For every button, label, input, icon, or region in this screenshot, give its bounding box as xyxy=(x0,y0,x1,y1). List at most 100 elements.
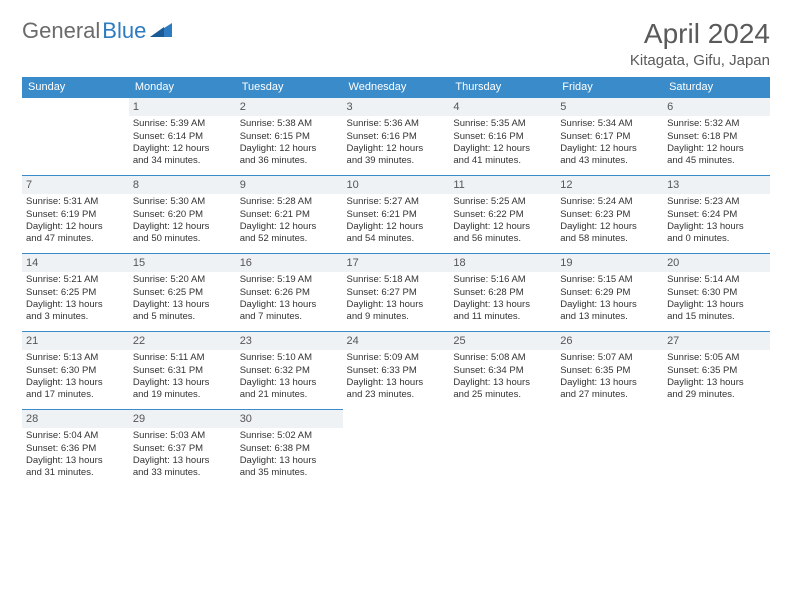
calendar-cell: 21Sunrise: 5:13 AMSunset: 6:30 PMDayligh… xyxy=(22,332,129,410)
day-number: 19 xyxy=(556,254,663,272)
sunrise-text: Sunrise: 5:14 AM xyxy=(667,274,766,286)
sunset-text: Sunset: 6:24 PM xyxy=(667,209,766,221)
sunrise-text: Sunrise: 5:20 AM xyxy=(133,274,232,286)
weekday-header: Thursday xyxy=(449,77,556,98)
weekday-header: Saturday xyxy=(663,77,770,98)
calendar-cell: 25Sunrise: 5:08 AMSunset: 6:34 PMDayligh… xyxy=(449,332,556,410)
calendar-page: GeneralBlue April 2024 Kitagata, Gifu, J… xyxy=(0,0,792,506)
calendar-body: 1Sunrise: 5:39 AMSunset: 6:14 PMDaylight… xyxy=(22,98,770,488)
daylight1-text: Daylight: 13 hours xyxy=(240,377,339,389)
daylight2-text: and 5 minutes. xyxy=(133,311,232,323)
daylight1-text: Daylight: 13 hours xyxy=(667,299,766,311)
calendar-row: 28Sunrise: 5:04 AMSunset: 6:36 PMDayligh… xyxy=(22,410,770,488)
calendar-cell: 13Sunrise: 5:23 AMSunset: 6:24 PMDayligh… xyxy=(663,176,770,254)
location-text: Kitagata, Gifu, Japan xyxy=(630,52,770,69)
weekday-header: Tuesday xyxy=(236,77,343,98)
calendar-cell: 16Sunrise: 5:19 AMSunset: 6:26 PMDayligh… xyxy=(236,254,343,332)
day-number: 5 xyxy=(556,98,663,116)
calendar-grid: Sunday Monday Tuesday Wednesday Thursday… xyxy=(22,77,770,488)
sunrise-text: Sunrise: 5:11 AM xyxy=(133,352,232,364)
sunrise-text: Sunrise: 5:23 AM xyxy=(667,196,766,208)
sunrise-text: Sunrise: 5:04 AM xyxy=(26,430,125,442)
weekday-header: Wednesday xyxy=(343,77,450,98)
sunrise-text: Sunrise: 5:39 AM xyxy=(133,118,232,130)
day-number: 1 xyxy=(129,98,236,116)
sunrise-text: Sunrise: 5:27 AM xyxy=(347,196,446,208)
sunset-text: Sunset: 6:23 PM xyxy=(560,209,659,221)
daylight1-text: Daylight: 12 hours xyxy=(26,221,125,233)
sunrise-text: Sunrise: 5:15 AM xyxy=(560,274,659,286)
daylight1-text: Daylight: 12 hours xyxy=(133,221,232,233)
sunset-text: Sunset: 6:16 PM xyxy=(453,131,552,143)
calendar-cell: 3Sunrise: 5:36 AMSunset: 6:16 PMDaylight… xyxy=(343,98,450,176)
brand-triangle-icon xyxy=(150,21,172,42)
daylight2-text: and 35 minutes. xyxy=(240,467,339,479)
sunrise-text: Sunrise: 5:34 AM xyxy=(560,118,659,130)
calendar-cell: 15Sunrise: 5:20 AMSunset: 6:25 PMDayligh… xyxy=(129,254,236,332)
sunset-text: Sunset: 6:27 PM xyxy=(347,287,446,299)
day-number: 17 xyxy=(343,254,450,272)
daylight1-text: Daylight: 12 hours xyxy=(560,143,659,155)
sunset-text: Sunset: 6:25 PM xyxy=(133,287,232,299)
calendar-cell xyxy=(663,410,770,488)
day-number: 21 xyxy=(22,332,129,350)
daylight1-text: Daylight: 13 hours xyxy=(347,299,446,311)
calendar-row: 7Sunrise: 5:31 AMSunset: 6:19 PMDaylight… xyxy=(22,176,770,254)
daylight1-text: Daylight: 13 hours xyxy=(347,377,446,389)
day-number: 30 xyxy=(236,410,343,428)
sunrise-text: Sunrise: 5:16 AM xyxy=(453,274,552,286)
brand-logo: GeneralBlue xyxy=(22,18,172,44)
sunset-text: Sunset: 6:31 PM xyxy=(133,365,232,377)
sunset-text: Sunset: 6:32 PM xyxy=(240,365,339,377)
sunset-text: Sunset: 6:38 PM xyxy=(240,443,339,455)
sunset-text: Sunset: 6:33 PM xyxy=(347,365,446,377)
day-number: 24 xyxy=(343,332,450,350)
daylight1-text: Daylight: 12 hours xyxy=(240,143,339,155)
day-number: 2 xyxy=(236,98,343,116)
calendar-cell: 20Sunrise: 5:14 AMSunset: 6:30 PMDayligh… xyxy=(663,254,770,332)
daylight1-text: Daylight: 13 hours xyxy=(667,221,766,233)
calendar-cell: 18Sunrise: 5:16 AMSunset: 6:28 PMDayligh… xyxy=(449,254,556,332)
calendar-cell: 10Sunrise: 5:27 AMSunset: 6:21 PMDayligh… xyxy=(343,176,450,254)
day-number: 8 xyxy=(129,176,236,194)
daylight1-text: Daylight: 12 hours xyxy=(240,221,339,233)
calendar-cell: 12Sunrise: 5:24 AMSunset: 6:23 PMDayligh… xyxy=(556,176,663,254)
daylight1-text: Daylight: 12 hours xyxy=(133,143,232,155)
sunrise-text: Sunrise: 5:30 AM xyxy=(133,196,232,208)
daylight2-text: and 54 minutes. xyxy=(347,233,446,245)
daylight1-text: Daylight: 13 hours xyxy=(667,377,766,389)
calendar-cell: 1Sunrise: 5:39 AMSunset: 6:14 PMDaylight… xyxy=(129,98,236,176)
day-number: 23 xyxy=(236,332,343,350)
daylight2-text: and 31 minutes. xyxy=(26,467,125,479)
month-title: April 2024 xyxy=(630,18,770,50)
sunrise-text: Sunrise: 5:07 AM xyxy=(560,352,659,364)
calendar-cell: 24Sunrise: 5:09 AMSunset: 6:33 PMDayligh… xyxy=(343,332,450,410)
day-number: 16 xyxy=(236,254,343,272)
daylight2-text: and 43 minutes. xyxy=(560,155,659,167)
sunset-text: Sunset: 6:30 PM xyxy=(26,365,125,377)
daylight2-text: and 27 minutes. xyxy=(560,389,659,401)
sunrise-text: Sunrise: 5:25 AM xyxy=(453,196,552,208)
sunset-text: Sunset: 6:16 PM xyxy=(347,131,446,143)
daylight1-text: Daylight: 12 hours xyxy=(347,143,446,155)
daylight2-text: and 21 minutes. xyxy=(240,389,339,401)
sunrise-text: Sunrise: 5:32 AM xyxy=(667,118,766,130)
calendar-cell: 11Sunrise: 5:25 AMSunset: 6:22 PMDayligh… xyxy=(449,176,556,254)
daylight1-text: Daylight: 12 hours xyxy=(453,221,552,233)
day-number: 15 xyxy=(129,254,236,272)
daylight2-text: and 25 minutes. xyxy=(453,389,552,401)
calendar-cell xyxy=(556,410,663,488)
daylight2-text: and 17 minutes. xyxy=(26,389,125,401)
sunset-text: Sunset: 6:29 PM xyxy=(560,287,659,299)
weekday-header-row: Sunday Monday Tuesday Wednesday Thursday… xyxy=(22,77,770,98)
calendar-row: 1Sunrise: 5:39 AMSunset: 6:14 PMDaylight… xyxy=(22,98,770,176)
calendar-cell xyxy=(343,410,450,488)
sunrise-text: Sunrise: 5:05 AM xyxy=(667,352,766,364)
day-number: 22 xyxy=(129,332,236,350)
daylight2-text: and 3 minutes. xyxy=(26,311,125,323)
calendar-row: 21Sunrise: 5:13 AMSunset: 6:30 PMDayligh… xyxy=(22,332,770,410)
day-number: 28 xyxy=(22,410,129,428)
calendar-cell xyxy=(449,410,556,488)
sunset-text: Sunset: 6:17 PM xyxy=(560,131,659,143)
calendar-row: 14Sunrise: 5:21 AMSunset: 6:25 PMDayligh… xyxy=(22,254,770,332)
